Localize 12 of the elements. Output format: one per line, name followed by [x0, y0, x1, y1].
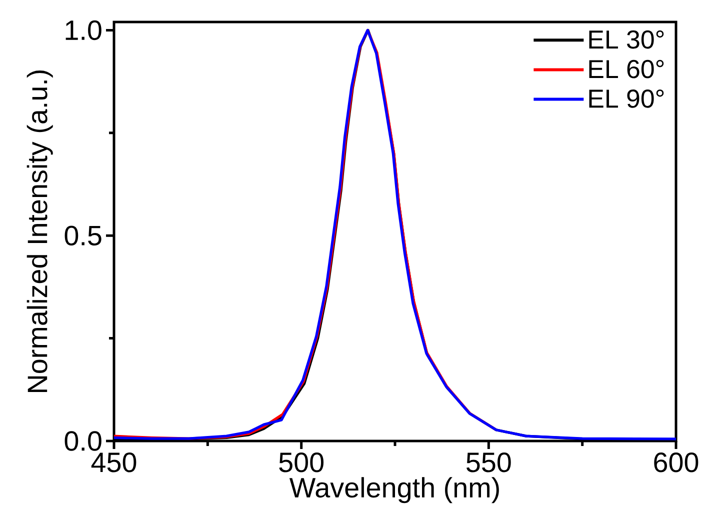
legend-label: EL 30°	[589, 30, 664, 49]
x-tick-label: 550	[466, 452, 511, 472]
x-tick-label: 450	[91, 452, 136, 472]
legend-label: EL 60°	[589, 60, 664, 78]
y-tick-label: 0.0	[64, 431, 102, 451]
y-tick-label: 0.5	[64, 226, 102, 246]
x-tick-label: 600	[654, 452, 698, 472]
x-axis-title: Wavelength (nm)	[289, 477, 499, 504]
legend-label: EL 90°	[589, 89, 664, 108]
y-axis-title: Normalized Intensity (a.u.)	[26, 70, 53, 392]
y-tick-label: 1.0	[66, 20, 102, 40]
x-tick-label: 500	[279, 452, 324, 472]
